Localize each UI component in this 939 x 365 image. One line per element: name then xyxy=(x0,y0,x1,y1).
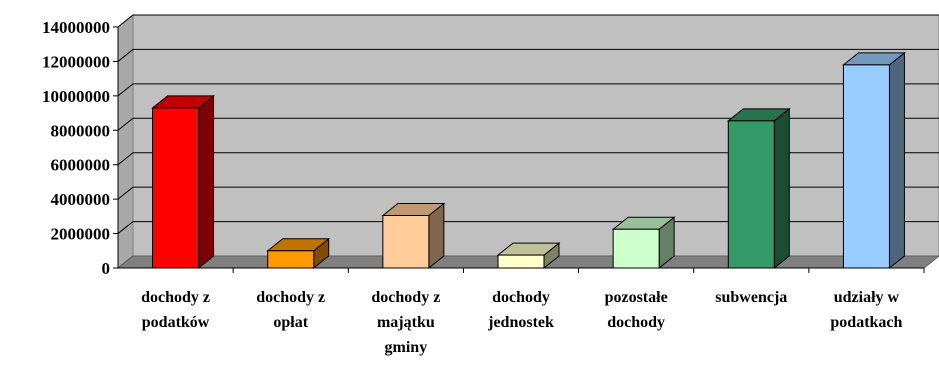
x-category-label: pozostałe dochody xyxy=(605,289,668,331)
back-wall-panel xyxy=(132,14,939,257)
gridline xyxy=(117,83,939,97)
bar xyxy=(381,202,446,270)
gridline xyxy=(117,152,939,166)
bar-front-face xyxy=(497,254,545,269)
gridline xyxy=(117,14,939,28)
bar-front-face xyxy=(842,64,890,269)
x-category-label: dochody z podatków xyxy=(141,289,210,331)
side-wall-panel xyxy=(117,13,134,270)
bar-front-face xyxy=(152,107,200,269)
bar-front-face xyxy=(727,120,775,269)
gridlines xyxy=(117,14,939,269)
y-tick-label: 12000000 xyxy=(42,52,110,71)
bar xyxy=(726,107,791,270)
y-tick-label: 8000000 xyxy=(51,121,111,140)
y-tick-label: 14000000 xyxy=(42,18,110,37)
y-tick-label: 4000000 xyxy=(51,190,111,209)
x-category-label: dochody z majątku gminy xyxy=(371,289,440,356)
gridline xyxy=(117,117,939,131)
bar xyxy=(266,237,331,270)
bar-side-face xyxy=(773,107,790,270)
gridline xyxy=(117,48,939,62)
gridline xyxy=(117,186,939,200)
bar-side-face xyxy=(888,51,905,270)
x-category-label: udziały w podatkach xyxy=(830,289,902,331)
y-tick-label: 2000000 xyxy=(51,225,111,244)
bars xyxy=(151,51,906,270)
bar-side-face xyxy=(198,94,215,270)
x-category-label: subwencja xyxy=(715,289,787,306)
bar xyxy=(151,94,215,270)
y-tick-label: 6000000 xyxy=(51,156,111,175)
bar xyxy=(842,51,906,270)
x-category-label: dochody jednostek xyxy=(487,289,554,331)
y-axis-ticks: 0 2000000 4000000 6000000 8000000 10000000 120… xyxy=(42,18,119,278)
bar-front-face xyxy=(612,228,660,269)
bar-front-face xyxy=(267,250,315,269)
chart-back-wall xyxy=(117,13,939,270)
y-tick-label: 0 xyxy=(102,259,111,278)
bar-front-face xyxy=(382,214,430,269)
y-tick-label: 10000000 xyxy=(42,87,110,106)
x-axis-labels: dochody z podatków dochody z opłat dochody z… xyxy=(118,267,925,356)
bar xyxy=(611,216,676,270)
x-category-label: dochody z opłat xyxy=(256,289,325,331)
